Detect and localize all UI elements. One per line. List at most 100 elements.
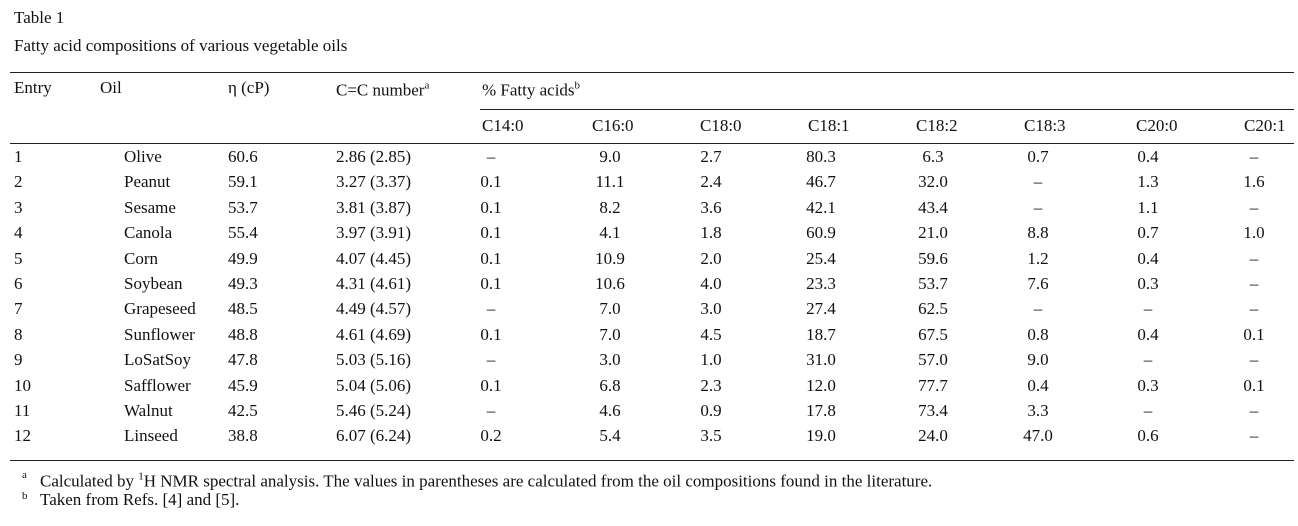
cell: –	[486, 147, 496, 166]
cell: 1.6	[1243, 172, 1265, 192]
cell: –	[1033, 197, 1043, 217]
cell: 3.5	[700, 426, 722, 446]
cell: 47.0	[1023, 426, 1053, 446]
cell: 3.0	[700, 299, 722, 319]
cell: 0.1	[480, 248, 502, 268]
cell: 0.9	[700, 401, 722, 420]
cell: 19.0	[806, 426, 836, 446]
cell: –	[1033, 172, 1043, 192]
cell: 4.61 (4.69)	[336, 324, 412, 344]
cell: 49.9	[228, 248, 258, 268]
cell: 4.49 (4.57)	[336, 299, 412, 319]
cell: 7.0	[599, 299, 621, 319]
cell: 32.0	[918, 172, 948, 192]
cell: 0.3	[1137, 375, 1159, 395]
cell: Soybean	[124, 274, 183, 293]
cell: Sunflower	[124, 324, 195, 344]
cell: 1.0	[700, 350, 722, 370]
cell: 24.0	[918, 426, 948, 446]
cell: –	[1249, 299, 1259, 319]
cell: Linseed	[124, 426, 178, 446]
cell: –	[1033, 299, 1043, 319]
table-label: Table 1	[14, 8, 65, 27]
footnote-text: Taken from Refs. [4] and [5].	[40, 490, 240, 509]
cell: –	[1249, 248, 1259, 268]
header-acids-text: % Fatty acids	[482, 80, 575, 100]
cell: –	[1143, 299, 1153, 319]
header-viscosity: η (cP)	[228, 78, 270, 97]
cell: Corn	[124, 248, 158, 268]
footnote-marker: a	[22, 469, 27, 481]
acid-column-header: C14:0	[482, 116, 524, 135]
cell: 48.8	[228, 324, 258, 344]
group-rule	[480, 109, 1294, 110]
cell: 57.0	[918, 350, 948, 370]
cell: –	[1249, 274, 1259, 293]
cell: 4.5	[700, 324, 722, 344]
cell: 5.46 (5.24)	[336, 401, 412, 420]
cell: 0.1	[480, 197, 502, 217]
cell: 7.0	[599, 324, 621, 344]
cell: –	[1143, 350, 1153, 370]
cell: 80.3	[806, 147, 836, 166]
cell: 5	[14, 248, 23, 268]
cell: Walnut	[124, 401, 173, 420]
cell: 0.1	[480, 172, 502, 192]
cell: –	[1143, 401, 1153, 420]
cell: 4.6	[599, 401, 621, 420]
footnote-text: 1	[138, 470, 144, 483]
cell: –	[486, 299, 496, 319]
cell: 1.2	[1027, 248, 1049, 268]
acid-column-header: C20:0	[1136, 116, 1178, 135]
cell: 8.2	[599, 197, 621, 217]
cell: 4.1	[599, 223, 621, 243]
cell: 3.27 (3.37)	[336, 172, 412, 192]
cell: 0.1	[1243, 375, 1265, 395]
cell: 6.8	[599, 375, 621, 395]
cell: 59.6	[918, 248, 948, 268]
acid-column-header: C18:2	[916, 116, 958, 135]
cell: 1.8	[700, 223, 722, 243]
header-cc-text: C=C number	[336, 80, 425, 100]
cell: 0.7	[1027, 147, 1049, 166]
cell: 2.7	[700, 147, 722, 166]
cell: 38.8	[228, 426, 258, 446]
cell: 11.1	[595, 172, 625, 192]
footnote-marker: b	[22, 490, 28, 502]
cell: –	[1249, 426, 1259, 446]
footnote: Taken from Refs. [4] and [5].	[40, 490, 239, 510]
cell: Olive	[124, 147, 162, 166]
cell: –	[1249, 147, 1259, 166]
cell: 5.4	[599, 426, 621, 446]
cell: 46.7	[806, 172, 836, 192]
cell: 0.4	[1137, 324, 1159, 344]
cell: LoSatSoy	[124, 350, 192, 370]
acid-column-header: C18:1	[808, 116, 850, 135]
cell: Sesame	[124, 197, 176, 217]
cell: 4	[14, 223, 23, 243]
cell: 0.8	[1027, 324, 1049, 344]
cell: 4.31 (4.61)	[336, 274, 412, 293]
cell: 9.0	[599, 147, 621, 166]
cell: 77.7	[918, 375, 948, 395]
cell: 59.1	[228, 172, 258, 192]
cell: 11	[14, 401, 31, 420]
cell: 73.4	[918, 401, 948, 420]
cell: 2	[14, 172, 23, 192]
cell: 3.3	[1027, 401, 1049, 420]
cell: 0.1	[480, 223, 502, 243]
cell: 7.6	[1027, 274, 1049, 293]
footnote: Calculated by 1H NMR spectral analysis. …	[40, 467, 932, 492]
cell: 60.6	[228, 147, 258, 166]
cell: –	[486, 401, 496, 420]
cell: –	[1249, 350, 1259, 370]
cell: 42.1	[806, 197, 836, 217]
cell: 1.1	[1137, 197, 1159, 217]
header-rule	[10, 143, 1294, 144]
cell: 0.1	[1243, 324, 1265, 344]
acid-column-header: C20:1	[1244, 116, 1286, 135]
cell: 0.4	[1137, 147, 1159, 166]
footnote-text: Calculated by	[40, 471, 139, 491]
cell: 6	[14, 274, 23, 293]
